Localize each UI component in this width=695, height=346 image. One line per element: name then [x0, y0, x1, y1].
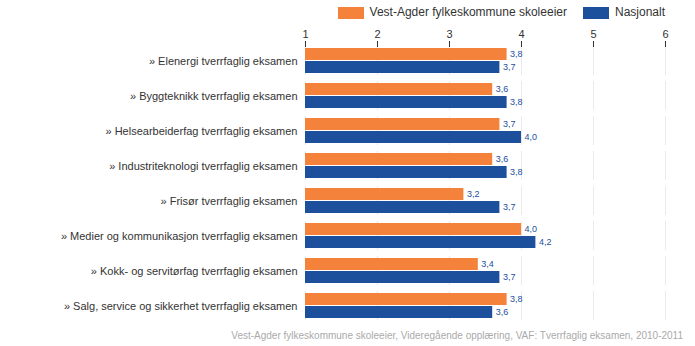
- html-text:Vest-Agder fylkeskommune skole: Vest-Agder fylkeskommune skoleeier, Vide…: [231, 330, 683, 341]
- svg-text:3,7: 3,7: [503, 272, 516, 282]
- svg-text:» Byggteknikk tverrfaglig eksa: » Byggteknikk tverrfaglig eksamen: [130, 90, 298, 102]
- svg-text:» Elenergi tverrfaglig eksamen: » Elenergi tverrfaglig eksamen: [149, 55, 298, 67]
- svg-text:4: 4: [518, 28, 524, 40]
- svg-text:» Helsearbeiderfag tverrfaglig: » Helsearbeiderfag tverrfaglig eksamen: [106, 125, 298, 137]
- svg-text:3: 3: [446, 28, 452, 40]
- html-text:Nasjonalt: Nasjonalt: [615, 5, 665, 19]
- svg-text:3,8: 3,8: [510, 49, 523, 59]
- svg-text:3,6: 3,6: [496, 84, 509, 94]
- svg-text:5: 5: [590, 28, 596, 40]
- svg-text:» Frisør tverrfaglig eksamen: » Frisør tverrfaglig eksamen: [161, 195, 298, 207]
- svg-text:4,0: 4,0: [525, 224, 538, 234]
- svg-text:3,8: 3,8: [510, 167, 523, 177]
- svg-text:6: 6: [662, 28, 668, 40]
- html-text:Vest-Agder fylkeskommune skole: Vest-Agder fylkeskommune skoleeier: [369, 5, 567, 19]
- svg-text:3,7: 3,7: [503, 62, 516, 72]
- svg-text:3,2: 3,2: [467, 189, 480, 199]
- svg-text:» Kokk- og servitørfag tverrfa: » Kokk- og servitørfag tverrfaglig eksam…: [91, 265, 298, 277]
- svg-text:2: 2: [374, 28, 380, 40]
- svg-text:3,6: 3,6: [496, 307, 509, 317]
- svg-text:3,6: 3,6: [496, 154, 509, 164]
- svg-text:4,2: 4,2: [539, 237, 552, 247]
- svg-text:3,7: 3,7: [503, 202, 516, 212]
- svg-text:3,8: 3,8: [510, 294, 523, 304]
- svg-text:3,7: 3,7: [503, 119, 516, 129]
- svg-text:» Salg, service og sikkerhet t: » Salg, service og sikkerhet tverrfaglig…: [64, 300, 298, 312]
- svg-text:1: 1: [302, 28, 308, 40]
- svg-text:» Industriteknologi tverrfagli: » Industriteknologi tverrfaglig eksamen: [109, 160, 297, 172]
- svg-text:4,0: 4,0: [525, 132, 538, 142]
- svg-text:3,4: 3,4: [481, 259, 494, 269]
- svg-text:3,8: 3,8: [510, 97, 523, 107]
- svg-text:» Medier og kommunikasjon tver: » Medier og kommunikasjon tverrfaglig ek…: [61, 230, 298, 242]
